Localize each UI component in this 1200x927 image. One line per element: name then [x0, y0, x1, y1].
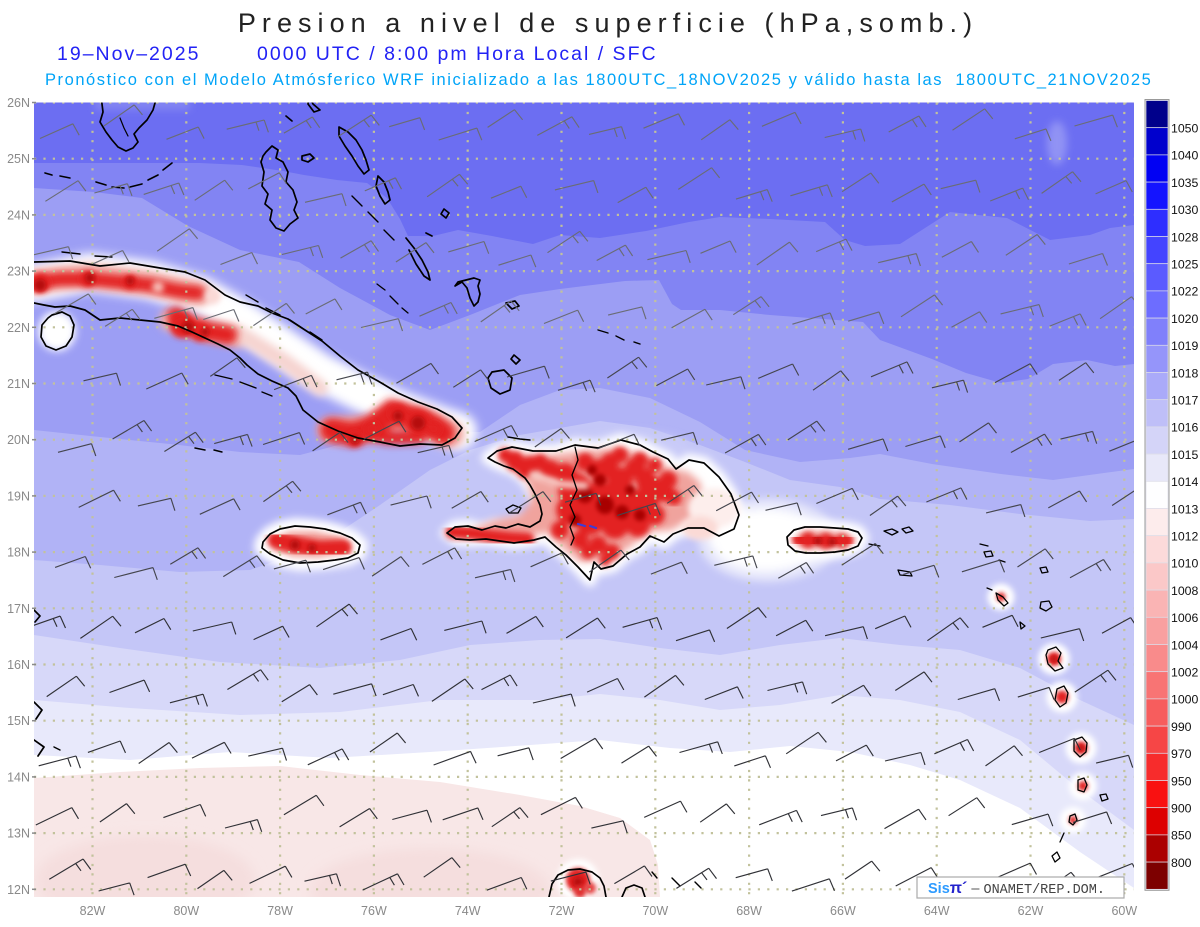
- svg-text:1019: 1019: [1171, 339, 1199, 353]
- svg-text:23N: 23N: [7, 265, 30, 279]
- svg-text:18N: 18N: [7, 546, 30, 560]
- svg-text:17N: 17N: [7, 602, 30, 616]
- svg-text:60W: 60W: [1111, 904, 1137, 918]
- svg-text:1040: 1040: [1171, 149, 1199, 163]
- svg-text:950: 950: [1171, 774, 1192, 788]
- svg-text:16N: 16N: [7, 658, 30, 672]
- svg-text:850: 850: [1171, 829, 1192, 843]
- svg-text:1006: 1006: [1171, 611, 1199, 625]
- svg-text:15N: 15N: [7, 714, 30, 728]
- svg-text:1010: 1010: [1171, 557, 1199, 571]
- svg-text:1014: 1014: [1171, 475, 1199, 489]
- svg-text:1004: 1004: [1171, 638, 1199, 652]
- svg-text:1002: 1002: [1171, 666, 1199, 680]
- svg-text:1016: 1016: [1171, 421, 1199, 435]
- svg-text:26N: 26N: [7, 96, 30, 110]
- svg-text:1020: 1020: [1171, 312, 1199, 326]
- svg-text:72W: 72W: [549, 904, 575, 918]
- svg-text:62W: 62W: [1018, 904, 1044, 918]
- svg-text:68W: 68W: [736, 904, 762, 918]
- svg-text:Presion a nivel de superficie: Presion a nivel de superficie (hPa,somb.…: [238, 8, 978, 38]
- svg-text:80W: 80W: [173, 904, 199, 918]
- svg-text:1013: 1013: [1171, 502, 1199, 516]
- svg-text:22N: 22N: [7, 321, 30, 335]
- svg-text:20N: 20N: [7, 433, 30, 447]
- svg-text:25N: 25N: [7, 152, 30, 166]
- svg-text:Pronóstico con el Modelo Atmós: Pronóstico con el Modelo Atmósferico WRF…: [45, 71, 1152, 89]
- svg-text:970: 970: [1171, 747, 1192, 761]
- svg-text:64W: 64W: [924, 904, 950, 918]
- svg-text:13N: 13N: [7, 827, 30, 841]
- svg-text:19N: 19N: [7, 489, 30, 503]
- svg-text:1012: 1012: [1171, 530, 1199, 544]
- svg-text:0000 UTC / 8:00 pm Hora Local: 0000 UTC / 8:00 pm Hora Local / SFC: [257, 43, 658, 65]
- svg-text:Sisπ´ – ONAMET/REP.DOM.: Sisπ´ – ONAMET/REP.DOM.: [928, 880, 1105, 898]
- svg-text:1028: 1028: [1171, 230, 1199, 244]
- svg-text:1017: 1017: [1171, 394, 1199, 408]
- svg-text:1025: 1025: [1171, 258, 1199, 272]
- svg-text:1050: 1050: [1171, 122, 1199, 136]
- svg-text:1018: 1018: [1171, 366, 1199, 380]
- svg-text:12N: 12N: [7, 883, 30, 897]
- svg-text:82W: 82W: [80, 904, 106, 918]
- svg-text:74W: 74W: [455, 904, 481, 918]
- svg-text:21N: 21N: [7, 377, 30, 391]
- svg-text:900: 900: [1171, 802, 1192, 816]
- svg-text:70W: 70W: [642, 904, 668, 918]
- svg-text:24N: 24N: [7, 208, 30, 222]
- svg-text:1000: 1000: [1171, 693, 1199, 707]
- svg-text:800: 800: [1171, 856, 1192, 870]
- svg-text:66W: 66W: [830, 904, 856, 918]
- svg-text:1015: 1015: [1171, 448, 1199, 462]
- svg-text:1022: 1022: [1171, 285, 1199, 299]
- svg-text:1008: 1008: [1171, 584, 1199, 598]
- svg-text:990: 990: [1171, 720, 1192, 734]
- svg-text:14N: 14N: [7, 770, 30, 784]
- svg-text:78W: 78W: [267, 904, 293, 918]
- svg-text:1030: 1030: [1171, 203, 1199, 217]
- svg-text:76W: 76W: [361, 904, 387, 918]
- svg-text:19–Nov–2025: 19–Nov–2025: [57, 43, 200, 65]
- svg-text:1035: 1035: [1171, 176, 1199, 190]
